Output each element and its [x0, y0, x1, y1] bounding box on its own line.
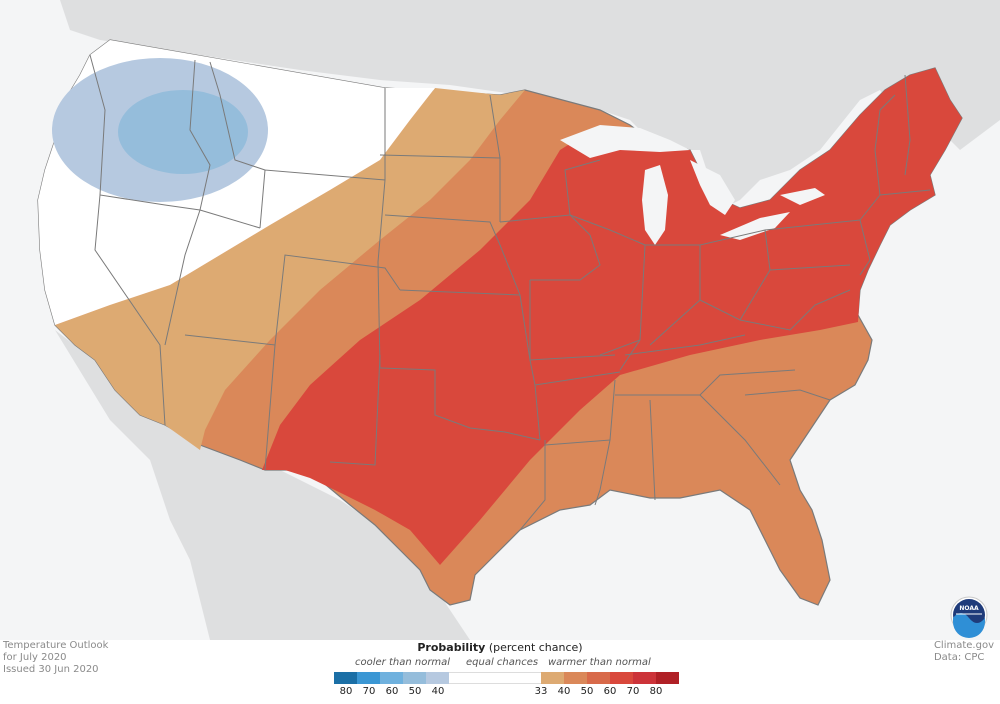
cooler-swatches — [334, 672, 449, 684]
legend-warmer-label: warmer than normal — [548, 657, 651, 668]
legend-color-scale — [334, 672, 679, 684]
cooler-swatch-2 — [380, 672, 403, 684]
legend-title: Probability (percent chance) — [0, 641, 1000, 654]
legend-equal-label: equal chances — [466, 657, 539, 668]
warm-50-60-region — [262, 68, 962, 565]
lake-huron — [690, 160, 735, 215]
warmer-swatch-1 — [564, 672, 587, 684]
cooler-tick-0: 80 — [339, 686, 353, 697]
warm-33-40-region — [55, 88, 525, 450]
cooler-tick-4: 40 — [431, 686, 445, 697]
noaa-logo-icon: NOAA — [950, 596, 988, 638]
outlook-period: for July 2020 — [3, 652, 67, 663]
cooler-swatch-4 — [426, 672, 449, 684]
canada-land — [60, 0, 1000, 210]
legend-title-bold: Probability — [417, 641, 486, 654]
legend-cooler-label: cooler than normal — [355, 657, 451, 668]
credits: Climate.gov Data: CPC — [934, 640, 994, 664]
credit-data: Data: CPC — [933, 652, 985, 663]
cool-40-50-region — [118, 90, 248, 174]
cooler-swatch-3 — [403, 672, 426, 684]
credit-site: Climate.gov — [933, 640, 994, 651]
state-borders — [89, 54, 931, 531]
warmer-tick-3: 60 — [603, 686, 617, 697]
cooler-tick-1: 70 — [362, 686, 376, 697]
outlook-title: Temperature Outlook — [3, 640, 109, 651]
warmer-swatches — [541, 672, 679, 684]
cooler-swatch-1 — [357, 672, 380, 684]
warmer-tick-5: 80 — [649, 686, 663, 697]
warmer-swatch-4 — [633, 672, 656, 684]
warmer-tick-4: 70 — [626, 686, 640, 697]
warmer-swatch-5 — [656, 672, 679, 684]
lake-michigan — [642, 165, 668, 245]
warmer-tick-1: 40 — [557, 686, 571, 697]
svg-text:NOAA: NOAA — [959, 605, 979, 612]
lake-ontario — [780, 188, 825, 205]
footer: Temperature Outlook for July 2020 Issued… — [0, 640, 1000, 704]
map: NOAA — [0, 0, 1000, 640]
warmer-tick-2: 50 — [580, 686, 594, 697]
warmer-tick-0: 33 — [534, 686, 548, 697]
outlook-issued: Issued 30 Jun 2020 — [3, 664, 99, 675]
lake-erie — [720, 212, 790, 240]
lake-superior — [560, 125, 690, 158]
warmer-swatch-0 — [541, 672, 564, 684]
equal-chances-swatch — [449, 672, 541, 684]
cooler-tick-3: 50 — [408, 686, 422, 697]
cooler-tick-2: 60 — [385, 686, 399, 697]
warmer-swatch-2 — [587, 672, 610, 684]
outlook-info: Temperature Outlook for July 2020 Issued… — [3, 640, 108, 676]
warmer-swatch-3 — [610, 672, 633, 684]
legend-title-rest: (percent chance) — [485, 641, 583, 654]
cooler-swatch-0 — [334, 672, 357, 684]
